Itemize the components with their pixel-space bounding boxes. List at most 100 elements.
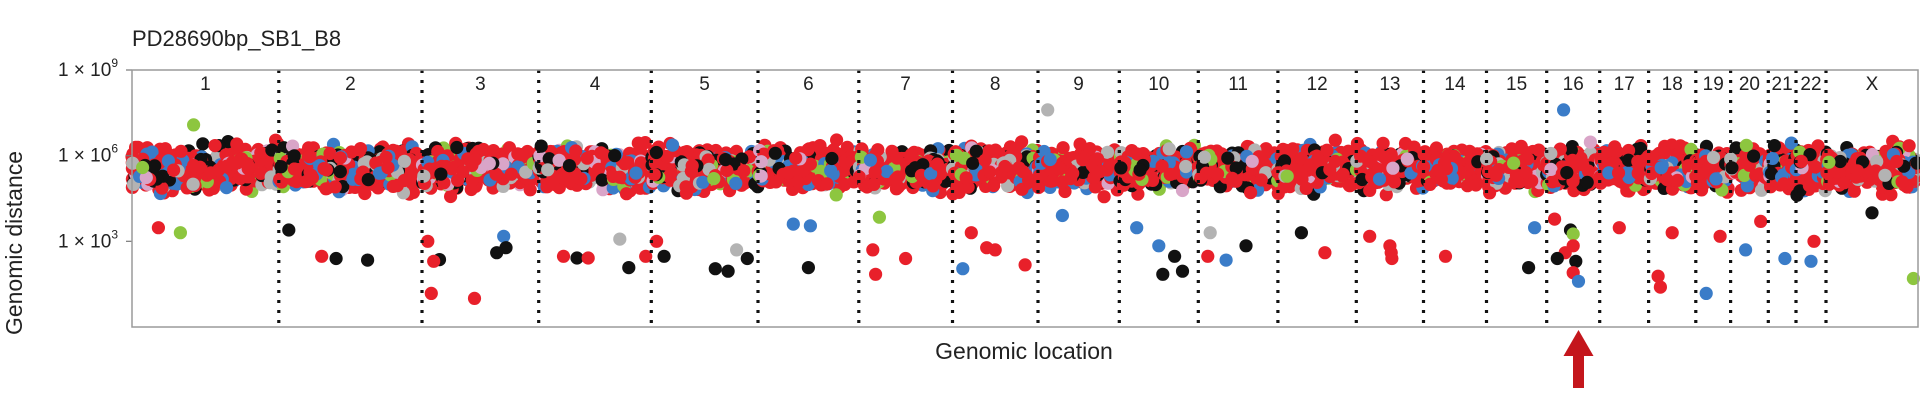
mutation-point (791, 175, 805, 189)
mutation-point (1064, 172, 1078, 186)
mutation-point (390, 179, 404, 193)
mutation-point (1372, 172, 1387, 186)
mutation-point (905, 148, 919, 162)
mutation-point (1093, 164, 1107, 178)
mutation-point (167, 163, 181, 177)
mutation-point (1053, 162, 1067, 176)
mutation-point (662, 169, 676, 184)
mutation-point (358, 186, 372, 201)
mutation-point (174, 144, 188, 158)
mutation-point (287, 162, 301, 176)
mutation-point (1162, 142, 1176, 156)
mutation-point (1560, 166, 1574, 180)
mutation-point (287, 149, 301, 163)
mutation-point (519, 165, 533, 179)
mutation-point (1155, 159, 1169, 173)
mutation-point (482, 156, 496, 170)
mutation-point (534, 139, 548, 153)
mutation-point (820, 177, 834, 191)
data-points (125, 103, 1920, 305)
mutation-point (768, 146, 782, 160)
mutation-point (824, 164, 838, 178)
mutation-point (619, 187, 634, 201)
mutation-point (204, 166, 218, 180)
mutation-point (890, 151, 904, 165)
mutation-point (496, 157, 510, 171)
mutation-point (468, 153, 482, 167)
mutation-point (242, 160, 256, 174)
mutation-point (825, 151, 839, 166)
mutation-point (254, 146, 268, 160)
mutation-point (1469, 178, 1483, 192)
mutation-point (618, 157, 632, 171)
mutation-point (1519, 165, 1533, 180)
mutation-point (634, 156, 648, 170)
mutation-point (569, 144, 583, 158)
mutation-point (333, 151, 347, 165)
mutation-point (1175, 183, 1190, 198)
mutation-point (718, 153, 733, 167)
mutation-point (608, 149, 622, 163)
mutation-point (417, 169, 431, 183)
mutation-point (361, 173, 375, 187)
mutation-point (1244, 186, 1258, 200)
mutation-point (541, 163, 555, 177)
mutation-point (136, 160, 150, 175)
mutation-point (1489, 168, 1503, 182)
mutation-point (1133, 163, 1147, 177)
mutation-point (131, 140, 145, 154)
mutation-point (789, 151, 803, 165)
mutation-point (379, 150, 393, 164)
mutation-point (1097, 190, 1111, 204)
mutation-point (1328, 154, 1342, 168)
mutation-point (219, 181, 234, 195)
mutation-point (1372, 147, 1386, 161)
mutation-point (1043, 152, 1057, 167)
mutation-point (1225, 171, 1239, 185)
mutation-point (629, 166, 643, 180)
mutation-point (1514, 139, 1528, 153)
mutation-point (1295, 172, 1309, 186)
mutation-point (208, 139, 222, 153)
mutation-point (983, 165, 997, 179)
chart-title: PD28690bp_SB1_B8 (132, 26, 341, 51)
mutation-point (1569, 154, 1583, 168)
mutation-point (863, 153, 878, 167)
mutation-point (1507, 156, 1521, 170)
mutation-point (1254, 173, 1268, 187)
mutation-point (696, 175, 710, 189)
mutation-point (829, 188, 843, 202)
mutation-point (456, 165, 470, 179)
mutation-point (274, 160, 288, 174)
mutation-point (987, 178, 1001, 193)
mutation-point (595, 173, 609, 187)
mutation-point (1046, 174, 1060, 188)
mutation-point (230, 137, 244, 151)
mutation-point (139, 170, 153, 185)
mutation-point (381, 161, 395, 175)
mutation-point (679, 186, 694, 200)
y-axis-title: Genomic distance (1, 151, 27, 335)
mutation-point (230, 156, 244, 170)
mutation-point (1580, 175, 1594, 189)
mutation-point (591, 162, 606, 176)
mutation-point (187, 158, 201, 173)
mutation-point (239, 182, 253, 196)
mutation-point (186, 177, 200, 191)
mutation-point (523, 183, 537, 197)
mutation-point (594, 146, 608, 160)
mutation-point (830, 133, 844, 147)
mutation-point (680, 145, 694, 159)
x-axis-title: Genomic location (935, 338, 1113, 364)
mutation-point (998, 159, 1012, 174)
mutation-point (1280, 169, 1294, 183)
mutation-point (434, 167, 448, 181)
mutation-point (317, 162, 331, 176)
mutation-point (737, 164, 751, 178)
mutation-point (1194, 171, 1208, 185)
mutation-point (556, 171, 570, 185)
mutation-point (1544, 162, 1558, 176)
mutation-point (148, 159, 162, 173)
mutation-point (1016, 165, 1030, 179)
